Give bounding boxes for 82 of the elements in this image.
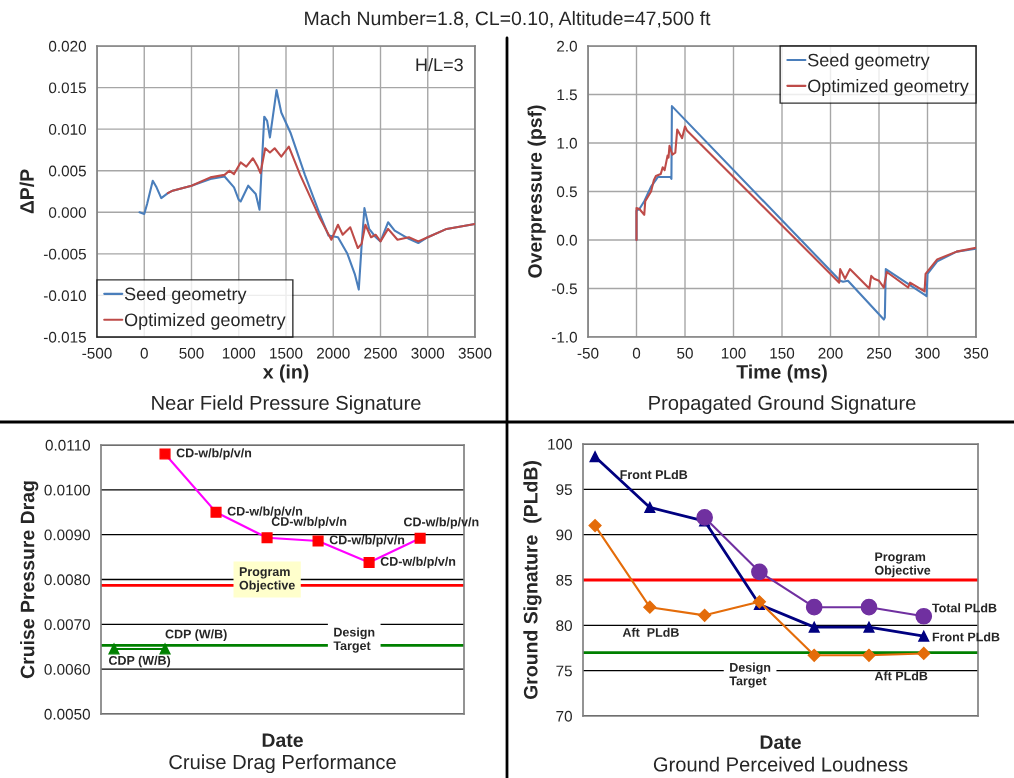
y-tick-label: 1.0 [557, 137, 577, 149]
legend-label: Optimized geometry [808, 79, 969, 96]
annotation: H/L=3 [416, 57, 463, 72]
x-tick-label: 100 [721, 347, 746, 359]
y-tick-label: 0.0090 [44, 529, 90, 541]
y-tick-label: 0.000 [48, 207, 86, 218]
x-axis-title: Date [262, 733, 303, 748]
x-axis-title: Time (ms) [736, 364, 827, 383]
y-tick-label: -0.010 [43, 290, 86, 302]
text: Cruise Drag Performance [169, 754, 396, 774]
y-axis-title: Cruise Pressure Drag [20, 481, 39, 679]
ref-line-label: Design Target [729, 662, 771, 688]
data-label: CD-w/b/p/v/n [380, 556, 456, 569]
y-tick-label: 2.0 [557, 40, 577, 52]
y-tick-label: 95 [556, 484, 572, 496]
ref-line-label: Program Objective [874, 552, 931, 578]
y-axis-title: Ground Signature (PLdB) [523, 461, 542, 700]
y-tick-label: -0.5 [551, 283, 577, 295]
series-label: Front PLdB [932, 632, 1000, 642]
y-tick-label: 85 [556, 574, 572, 586]
y-axis-title: ΔP/P [19, 169, 35, 214]
text: Propagated Ground Signature [649, 395, 916, 414]
y-tick-label: 80 [556, 620, 572, 632]
x-tick-label: 500 [179, 347, 204, 359]
x-tick-label: 0 [632, 347, 641, 359]
legend-label: Seed geometry [124, 287, 247, 304]
x-tick-label: 2500 [364, 347, 397, 359]
x-tick-label: 150 [770, 347, 795, 359]
x-tick-label: 3500 [458, 347, 492, 359]
y-axis-title: Overpressure (psf) [527, 105, 546, 278]
x-tick-label: 0 [140, 347, 148, 359]
x-axis-title: x (in) [262, 364, 309, 383]
x-tick-label: 200 [818, 347, 843, 359]
y-tick-label: -0.005 [43, 248, 86, 260]
x-tick-label: 1000 [222, 347, 256, 359]
data-label: CD-w/b/p/v/n [176, 448, 252, 460]
y-tick-label: 0.0 [556, 234, 577, 246]
y-tick-label: 100 [548, 438, 572, 450]
y-tick-label: 75 [556, 665, 572, 677]
x-tick-label: 3000 [411, 347, 445, 359]
y-tick-label: 0.5 [556, 186, 577, 198]
y-tick-label: 0.0110 [45, 439, 90, 451]
text: Mach Number=1.8, CL=0.10, Altitude=47,500 ft [305, 10, 711, 28]
x-tick-label: 50 [677, 347, 693, 359]
legend-label: Optimized geometry [124, 312, 286, 330]
text: Near Field Pressure Signature [152, 395, 421, 414]
ref-line-label: Program Objective [239, 567, 295, 593]
ref-line-label: Design Target [333, 627, 375, 653]
y-tick-label: 0.020 [48, 40, 86, 52]
data-label: CD-w/b/p/v/n [227, 506, 303, 519]
x-tick-label: 2000 [317, 347, 350, 359]
y-tick-label: 0.0070 [44, 619, 90, 631]
y-tick-label: -1.0 [551, 331, 577, 343]
x-tick-label: -50 [577, 347, 599, 359]
y-tick-label: 0.015 [48, 82, 86, 94]
y-tick-label: 0.0060 [44, 664, 90, 675]
x-tick-label: -500 [82, 347, 112, 359]
y-tick-label: 0.0080 [44, 574, 90, 586]
y-tick-label: 70 [556, 710, 572, 722]
y-tick-label: 1.5 [557, 89, 577, 101]
annotation: Aft PLdB [622, 627, 679, 637]
x-tick-label: 250 [867, 347, 892, 359]
y-tick-label: 0.0100 [44, 484, 90, 496]
annotation: Front PLdB [620, 469, 688, 480]
data-label: CD-w/b/p/v/n [403, 517, 479, 529]
series-label: Total PLdB [932, 603, 997, 613]
legend-label: Seed geometry [808, 53, 930, 71]
y-tick-label: -0.015 [43, 331, 86, 343]
y-tick-label: 0.010 [48, 124, 86, 135]
data-label: CDP (W/B) [165, 629, 227, 641]
x-tick-label: 300 [915, 347, 940, 359]
x-tick-label: 1500 [270, 347, 303, 359]
y-tick-label: 90 [556, 529, 572, 541]
data-label: CD-w/b/p/v/n [271, 516, 347, 529]
y-tick-label: 0.005 [48, 165, 86, 177]
x-axis-title: Date [760, 735, 801, 750]
data-label: CD-w/b/p/v/n [329, 535, 405, 547]
x-tick-label: 350 [963, 347, 989, 359]
y-tick-label: 0.0050 [44, 708, 90, 720]
data-label: CDP (W/B) [108, 655, 171, 668]
series-label: Aft PLdB [874, 671, 928, 681]
text: Ground Perceived Loudness [653, 756, 908, 772]
